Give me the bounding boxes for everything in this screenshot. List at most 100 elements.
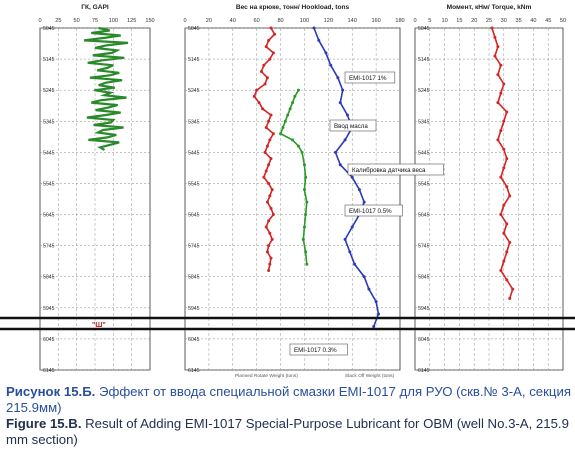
- x-tick-label: 125: [127, 18, 136, 24]
- data-point: [269, 113, 273, 117]
- data-point: [269, 26, 273, 30]
- data-point: [252, 94, 256, 98]
- data-point: [312, 26, 316, 30]
- depth-label: 6045: [43, 337, 55, 343]
- depth-label: 6145: [43, 368, 55, 374]
- depth-label: 5145: [418, 57, 430, 63]
- data-point: [499, 175, 503, 179]
- x-tick-label: 40: [230, 18, 236, 24]
- data-point: [264, 125, 268, 129]
- track-1: ГК, GAPI 0 25 50 75 100 125 150 5045 5145 5245 5345…: [38, 4, 154, 374]
- data-point: [302, 163, 306, 167]
- depth-label: 6145: [418, 368, 430, 374]
- x-tick-label: 45: [545, 18, 551, 24]
- caption-ru-label: Рисунок 15.Б.: [6, 384, 96, 399]
- depth-label: 5945: [43, 306, 55, 312]
- data-point: [305, 200, 309, 204]
- data-point: [261, 107, 265, 111]
- data-point: [508, 296, 512, 300]
- data-point: [264, 45, 268, 49]
- depth-label: 5245: [418, 88, 430, 94]
- legend-entry: Planned Rotate Weight (tons): [235, 373, 298, 379]
- x-tick-label: 100: [109, 18, 118, 24]
- data-point: [271, 132, 275, 136]
- data-point: [267, 163, 271, 167]
- data-point: [505, 278, 509, 282]
- x-tick-label: 75: [92, 18, 98, 24]
- depth-label: 5545: [418, 181, 430, 187]
- depth-label: 5045: [418, 26, 430, 32]
- data-point: [264, 225, 268, 229]
- annotation-label: EMI-1017 0.3%: [294, 347, 337, 354]
- data-point: [263, 150, 267, 154]
- data-point: [267, 244, 271, 248]
- data-point: [329, 63, 333, 67]
- series-line: [491, 27, 514, 299]
- data-point: [502, 203, 506, 207]
- annotation-box: [347, 163, 444, 176]
- x-tick-label: 35: [515, 18, 521, 24]
- data-point: [304, 250, 308, 254]
- data-point: [502, 259, 506, 263]
- depth-label: 5645: [418, 213, 430, 219]
- track-frame: [184, 27, 401, 371]
- x-tick-label: 150: [145, 18, 154, 24]
- track-title: Момент, кНм/ Torque, kNm: [447, 4, 532, 11]
- data-point: [505, 222, 509, 226]
- data-point: [271, 51, 275, 55]
- data-point: [345, 113, 349, 117]
- data-point: [499, 63, 503, 67]
- data-point: [372, 324, 376, 328]
- data-point: [367, 287, 371, 291]
- data-point: [268, 231, 272, 235]
- depth-label: 6145: [188, 368, 200, 374]
- data-point: [505, 250, 509, 254]
- data-point: [268, 262, 272, 266]
- data-point: [265, 200, 269, 204]
- data-point: [288, 107, 292, 111]
- depth-label: 5445: [418, 150, 430, 156]
- depth-label: 5845: [43, 275, 55, 281]
- data-point: [302, 225, 306, 229]
- depth-label: 5545: [188, 181, 200, 187]
- data-point: [505, 185, 509, 189]
- x-tick-label: 60: [254, 18, 260, 24]
- caption-russian: Рисунок 15.Б. Эффект от ввода специально…: [6, 384, 571, 416]
- x-tick-label: 140: [348, 18, 357, 24]
- data-point: [270, 188, 274, 192]
- annotation-box: [344, 204, 403, 217]
- caption-en-label: Figure 15.B.: [6, 416, 82, 431]
- data-point: [257, 101, 261, 105]
- annotation-label: EMI-1017 1%: [349, 75, 387, 82]
- data-point: [273, 32, 277, 36]
- depth-label: 5445: [43, 150, 55, 156]
- marker-label: "Ш": [92, 322, 106, 329]
- data-point: [267, 181, 271, 185]
- figure-area: ГК, GAPI 0 25 50 75 100 125 150 5045 5145 5245 5345…: [0, 4, 575, 379]
- depth-label: 5645: [188, 213, 200, 219]
- data-point: [267, 38, 271, 42]
- depth-label: 5345: [418, 119, 430, 125]
- data-point: [265, 250, 269, 254]
- depth-label: 5245: [43, 88, 55, 94]
- x-tick-label: 25: [55, 18, 61, 24]
- data-point: [490, 26, 494, 30]
- x-tick-label: 25: [486, 18, 492, 24]
- x-tick-label: 10: [441, 18, 447, 24]
- data-point: [499, 213, 503, 217]
- depth-label: 6045: [418, 337, 430, 343]
- depth-label: 5645: [43, 213, 55, 219]
- depth-label: 5145: [188, 57, 200, 63]
- caption-en-text: Result of Adding EMI-1017 Special-Purpos…: [6, 416, 569, 447]
- data-point: [343, 237, 347, 241]
- depth-label: 5745: [43, 244, 55, 250]
- x-tick-label: 20: [206, 18, 212, 24]
- data-point: [263, 82, 267, 86]
- depth-label: 5145: [43, 57, 55, 63]
- x-tick-label: 20: [471, 18, 477, 24]
- depth-label: 5945: [188, 306, 200, 312]
- x-tick-label: 0: [38, 18, 41, 24]
- track-title: ГК, GAPI: [81, 4, 109, 11]
- data-point: [279, 132, 283, 136]
- caption-english: Figure 15.B. Result of Adding EMI-1017 S…: [6, 416, 571, 448]
